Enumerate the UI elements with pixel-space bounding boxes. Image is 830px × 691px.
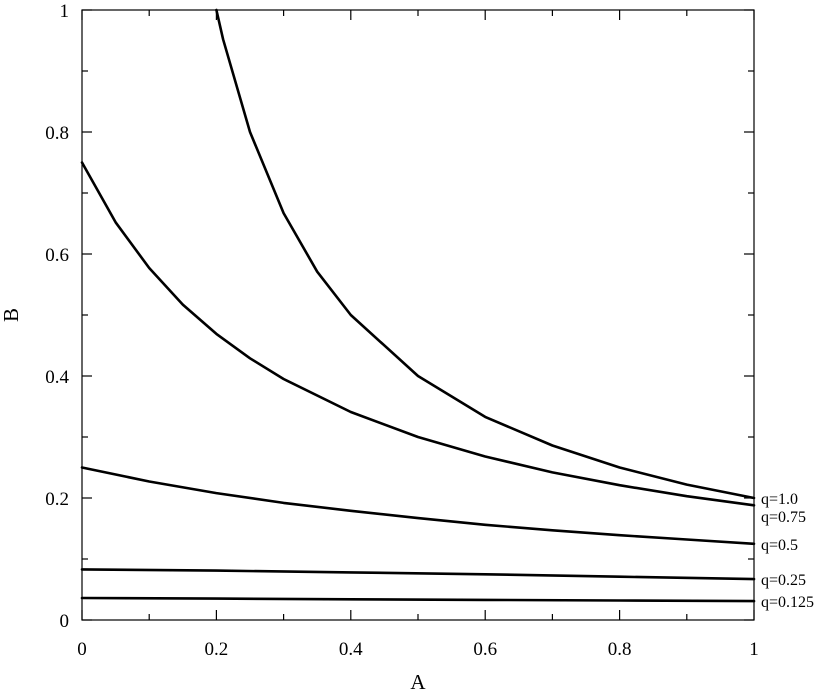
series-label: q=0.75 — [761, 509, 806, 526]
plot-frame — [81, 9, 755, 621]
series-label: q=0.25 — [761, 572, 806, 589]
series-label: q=0.125 — [761, 594, 814, 611]
series-line — [80, 568, 756, 581]
y-tick-label: 0.2 — [45, 489, 69, 510]
axis-ticks — [81, 9, 755, 621]
y-tick-label: 1 — [60, 1, 70, 22]
series-line — [80, 161, 756, 507]
series-line — [215, 8, 756, 500]
x-tick-label: 0 — [77, 639, 87, 660]
series-label: q=0.5 — [761, 537, 798, 554]
series-labels: q=1.0q=0.75 q=0.5 q=0.25 q=0.125 — [761, 491, 814, 611]
series-label: q=1.0 — [761, 491, 798, 508]
y-axis-title: B — [0, 308, 23, 322]
series-lines — [80, 8, 756, 603]
x-tick-label: 0.6 — [473, 639, 497, 660]
series-line — [80, 596, 756, 603]
series-line — [80, 466, 756, 546]
x-tick-label: 1 — [749, 639, 759, 660]
x-tick-label: 0.8 — [608, 639, 632, 660]
x-tick-label: 0.2 — [205, 639, 229, 660]
x-axis-title: A — [410, 670, 426, 691]
y-tick-label: 0.8 — [45, 123, 69, 144]
tick-labels: 0 0.2 0.4 0.6 0.8 1 0 0.2 0.4 0.6 0.8 1 — [45, 1, 759, 660]
y-tick-label: 0.4 — [45, 367, 69, 388]
y-tick-label: 0.6 — [45, 245, 69, 266]
y-tick-label: 0 — [60, 611, 70, 632]
x-tick-label: 0.4 — [339, 639, 363, 660]
